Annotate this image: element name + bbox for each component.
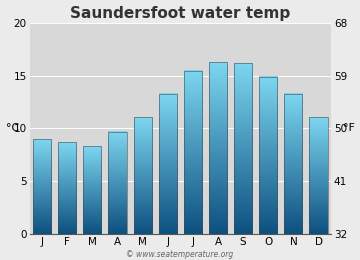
Bar [58,142,76,234]
Bar [184,70,202,234]
Bar [209,62,227,234]
Bar [134,117,152,234]
Bar [159,94,177,234]
Bar [310,117,328,234]
Title: Saundersfoot water temp: Saundersfoot water temp [70,5,291,21]
Bar [234,63,252,234]
Text: © www.seatemperature.org: © www.seatemperature.org [126,250,234,259]
Y-axis label: °C: °C [5,124,19,133]
Bar [259,77,277,234]
Bar [84,146,102,234]
Bar [284,94,302,234]
Bar [33,139,51,234]
Bar [108,132,127,234]
Y-axis label: °F: °F [343,124,355,133]
